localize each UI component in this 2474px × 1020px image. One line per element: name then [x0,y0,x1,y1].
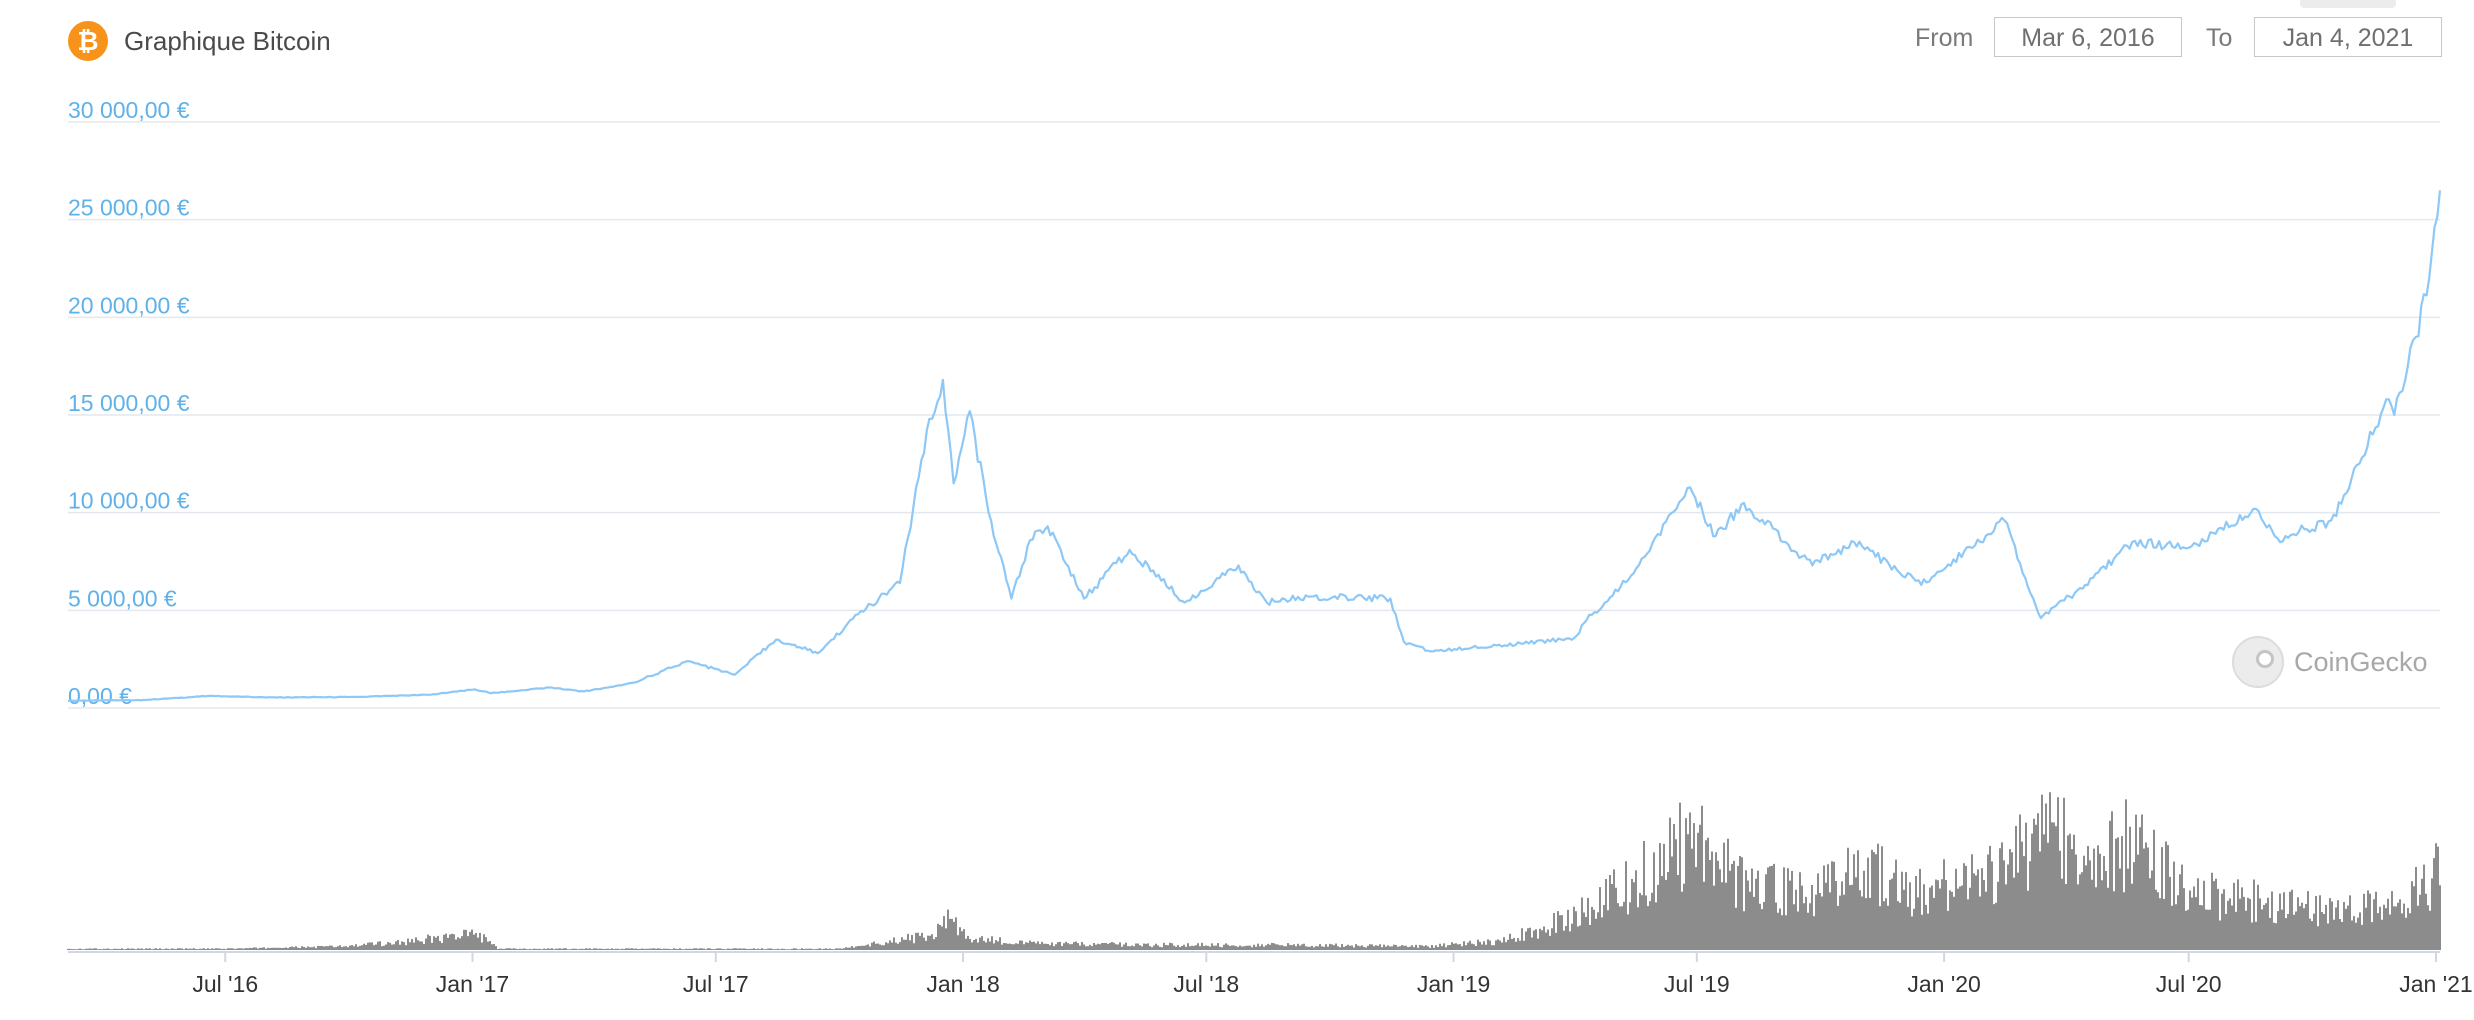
chart-title: Graphique Bitcoin [124,26,331,56]
volume-area [67,792,2441,950]
bitcoin-logo-icon: ₿ [68,21,108,61]
chart-header: ₿ Graphique Bitcoin From Mar 6, 2016 To … [0,0,2474,80]
y-tick-label: 30 000,00 € [68,97,190,123]
volume-bars [67,792,2441,950]
toolbar-tab-edge [2300,0,2396,8]
coingecko-gecko-icon [2232,636,2284,688]
to-label: To [2206,24,2233,52]
x-tick-label: Jul '17 [683,971,749,997]
grid-lines [68,121,2440,709]
y-tick-label: 25 000,00 € [68,195,190,221]
x-tick-label: Jul '19 [1664,971,1730,997]
x-tick-label: Jul '18 [1173,971,1239,997]
x-tick-label: Jan '18 [926,971,999,997]
y-tick-label: 20 000,00 € [68,292,190,318]
y-axis-tick-labels: 0,00 € 5 000,00 € 10 000,00 € 15 000,00 € 20… [68,97,190,709]
x-tick-label: Jul '16 [192,971,258,997]
from-label: From [1915,24,1974,52]
y-tick-label: 10 000,00 € [68,488,190,514]
watermark-text: CoinGecko [2294,646,2428,677]
y-tick-label: 15 000,00 € [68,390,190,416]
price-series [67,190,2442,702]
to-date-input[interactable]: Jan 4, 2021 [2254,17,2442,57]
x-tick-label: Jan '17 [436,971,509,997]
from-date-input[interactable]: Mar 6, 2016 [1994,17,2182,57]
x-axis: Jul '16 Jan '17 Jul '17 Jan '18 Jul '18 Jan '… [68,951,2473,997]
x-tick-label: Jan '19 [1417,971,1490,997]
x-tick-label: Jul '20 [2156,971,2222,997]
price-line [67,190,2442,702]
x-tick-label: Jan '20 [1907,971,1980,997]
y-tick-label: 0,00 € [68,683,132,709]
coingecko-watermark: CoinGecko [2232,636,2428,688]
x-tick-label: Jan '21 [2399,971,2472,997]
y-tick-label: 5 000,00 € [68,585,177,611]
